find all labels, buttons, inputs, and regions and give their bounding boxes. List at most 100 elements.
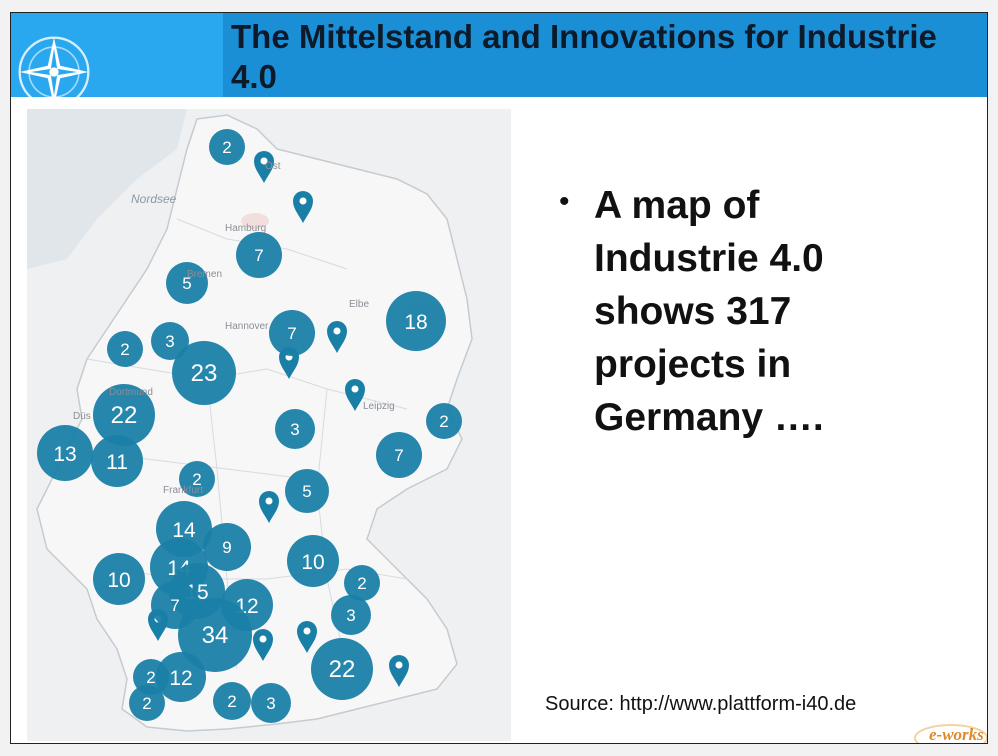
place-label-hamburg: Hamburg: [225, 223, 267, 234]
cluster-circle: [209, 129, 245, 165]
cluster-count: 3: [266, 694, 275, 713]
cluster-marker[interactable]: 22: [311, 638, 373, 700]
cluster-circle: [93, 553, 145, 605]
map-pin-icon[interactable]: [259, 491, 279, 523]
cluster-marker[interactable]: 12: [156, 652, 206, 702]
bullet-line: Industrie 4.0: [594, 237, 824, 280]
source-citation: Source: http://www.plattform-i40.de: [545, 693, 857, 715]
cluster-marker[interactable]: 2: [107, 331, 143, 367]
compass-star-icon: [18, 36, 90, 97]
slide: The Mittelstand and Innovations for Indu…: [10, 12, 988, 744]
cluster-circle: [178, 598, 252, 672]
cluster-count: 10: [107, 569, 130, 592]
place-label-elbe: Elbe: [349, 299, 370, 310]
map-pin-icon[interactable]: [327, 321, 347, 353]
cluster-count: 2: [142, 694, 151, 713]
cluster-count: 23: [191, 360, 218, 387]
cluster-count: 22: [111, 402, 138, 429]
germany-map[interactable]: 2 7 5 18 2 3 7 23 22 2 3 13 11 7 2 5 14 9 10 14 10 15 7 2 12 3 34 2…: [27, 109, 511, 741]
cluster-marker[interactable]: 2: [129, 685, 165, 721]
cluster-marker[interactable]: 11: [91, 435, 143, 487]
place-label-frankfurt: Frankfurt: [163, 485, 204, 496]
page-title: The Mittelstand and Innovations for Indu…: [231, 18, 937, 95]
cluster-circle: [386, 291, 446, 351]
cluster-marker[interactable]: 7: [269, 310, 315, 356]
cluster-count: 10: [301, 551, 324, 574]
map-pin-icon[interactable]: [253, 629, 273, 661]
cluster-circle: [213, 682, 251, 720]
cluster-count: 7: [254, 246, 263, 265]
title-bar: The Mittelstand and Innovations for Indu…: [11, 13, 987, 97]
place-label-ostsee: Ost: [265, 161, 281, 172]
location-pins[interactable]: [148, 151, 409, 687]
cluster-marker[interactable]: 2: [426, 403, 462, 439]
cluster-marker[interactable]: 3: [251, 683, 291, 723]
cluster-count: 7: [394, 446, 403, 465]
cluster-marker[interactable]: 7: [376, 432, 422, 478]
cluster-circle: [376, 432, 422, 478]
cluster-marker[interactable]: 3: [275, 409, 315, 449]
hamburg-area: [241, 213, 269, 229]
cluster-marker[interactable]: 7: [236, 232, 282, 278]
map-pin-icon[interactable]: [254, 151, 274, 183]
cluster-count: 18: [404, 311, 427, 334]
cluster-count: 3: [290, 420, 299, 439]
cluster-circle: [91, 435, 143, 487]
place-label-bremen: Bremen: [187, 269, 223, 280]
cluster-marker[interactable]: 3: [331, 595, 371, 635]
watermark-text: e-works: [929, 725, 984, 744]
bullet-text: A map of Industrie 4.0 shows 317 project…: [594, 179, 924, 444]
cluster-marker[interactable]: 2: [213, 682, 251, 720]
cluster-marker[interactable]: 2: [179, 461, 215, 497]
place-label-leipzig: Leipzig: [363, 401, 395, 412]
cluster-marker[interactable]: 2: [209, 129, 245, 165]
cluster-count: 3: [346, 606, 355, 625]
e-works-logo-icon: [914, 724, 987, 743]
cluster-marker[interactable]: 10: [287, 535, 339, 587]
cluster-circle: [269, 310, 315, 356]
cluster-marker[interactable]: 18: [386, 291, 446, 351]
cluster-circle: [129, 685, 165, 721]
cluster-marker[interactable]: 10: [93, 553, 145, 605]
place-label-nordsee: Nordsee: [131, 192, 177, 206]
cluster-count: 2: [120, 340, 129, 359]
cluster-marker[interactable]: 23: [172, 341, 236, 405]
cluster-circle: [107, 331, 143, 367]
cluster-count: 2: [227, 692, 236, 711]
cluster-marker[interactable]: 9: [203, 523, 251, 571]
cluster-count: 12: [169, 667, 192, 690]
cluster-count: 7: [287, 324, 296, 343]
cluster-count: 9: [222, 538, 231, 557]
cluster-marker[interactable]: 5: [285, 469, 329, 513]
cluster-marker[interactable]: 34: [178, 598, 252, 672]
cluster-marker[interactable]: 22: [93, 384, 155, 446]
cluster-count: 5: [302, 482, 311, 501]
cluster-marker[interactable]: 2: [344, 565, 380, 601]
map-pin-icon[interactable]: [389, 655, 409, 687]
cluster-circle: [179, 461, 215, 497]
cluster-circle: [285, 469, 329, 513]
bullet-line: shows 317: [594, 290, 792, 333]
cluster-marker[interactable]: 3: [151, 322, 189, 360]
cluster-circle: [236, 232, 282, 278]
place-label-duesseldorf: Düs: [73, 411, 91, 422]
place-label-dortmund: Dortmund: [109, 387, 153, 398]
cluster-marker[interactable]: 13: [37, 425, 93, 481]
cluster-circle: [275, 409, 315, 449]
cluster-count: 2: [192, 470, 201, 489]
cluster-count: 2: [222, 138, 231, 157]
cluster-count: 2: [357, 574, 366, 593]
place-label-hannover: Hannover: [225, 321, 269, 332]
cluster-circle: [251, 683, 291, 723]
cluster-count: 22: [329, 656, 356, 683]
cluster-count: 5: [182, 274, 191, 293]
cluster-circle: [166, 262, 208, 304]
map-pin-icon[interactable]: [345, 378, 366, 411]
cluster-count: 13: [53, 443, 76, 466]
cluster-circle: [37, 425, 93, 481]
map-pin-icon[interactable]: [293, 191, 313, 223]
cluster-marker[interactable]: 5: [166, 262, 208, 304]
cluster-circle: [151, 322, 189, 360]
map-pin-icon[interactable]: [297, 621, 317, 653]
